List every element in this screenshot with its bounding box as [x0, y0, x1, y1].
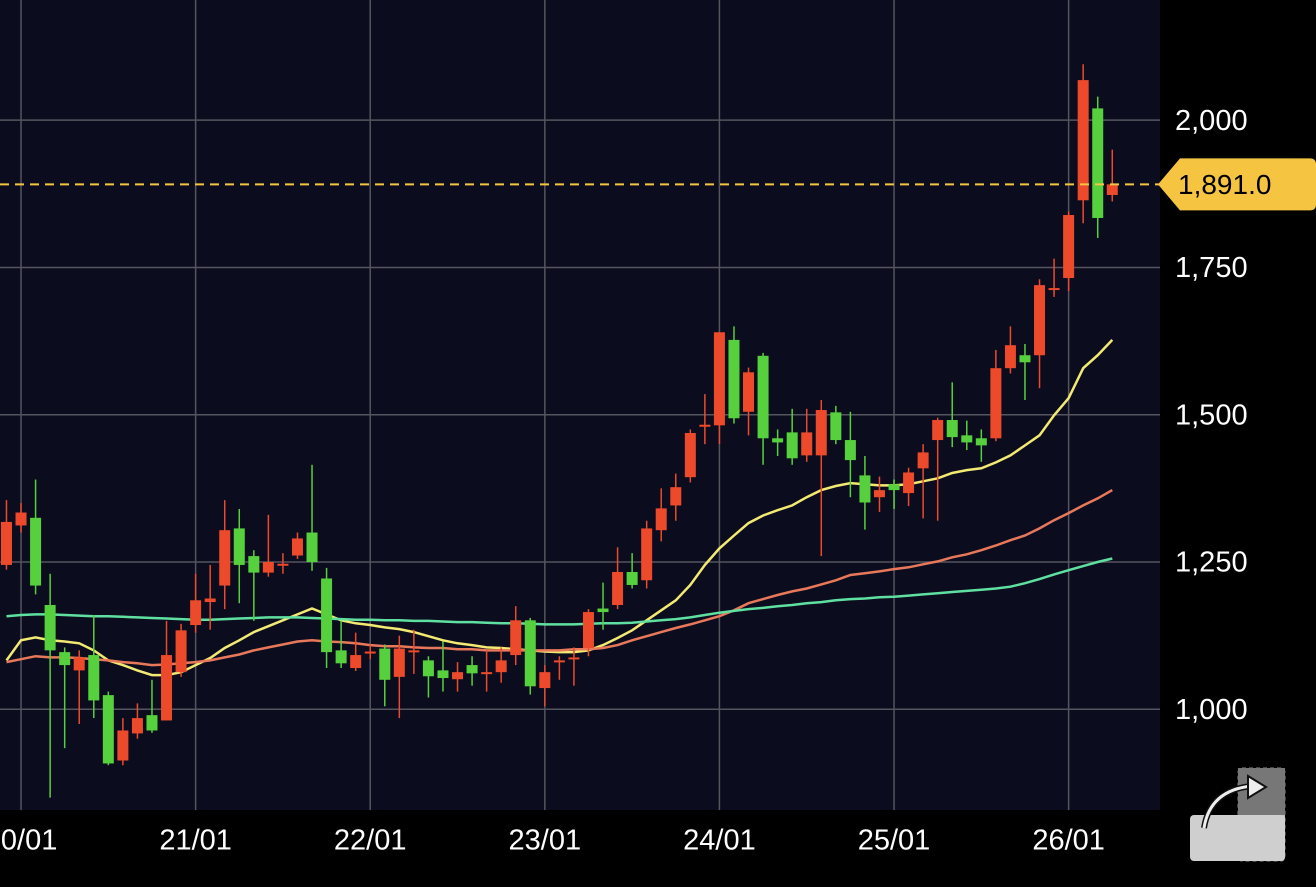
candle-body [990, 368, 1002, 439]
moving-average-line [5, 339, 1114, 677]
candle-body [73, 657, 85, 671]
candle-body [844, 440, 856, 461]
candle-body [1077, 80, 1089, 201]
candle-body [466, 665, 478, 674]
candle-body [102, 695, 114, 764]
candle-body [917, 452, 929, 469]
candle-body [364, 651, 376, 654]
candle-body [408, 650, 420, 653]
current-price-label: 1,891.0 [1178, 169, 1271, 200]
candle-body [568, 657, 580, 660]
candle-body [30, 517, 42, 586]
candle-body [59, 652, 71, 666]
candle-body [670, 487, 682, 506]
chart-layer: 1,000 1,250 1,500 1,750 2,000 20/01 21/01 22/01… [0, 0, 1316, 857]
candle-body [88, 655, 100, 701]
candle-body [262, 561, 274, 573]
candle-body [801, 432, 813, 456]
candle-body [15, 512, 27, 526]
candle-body [524, 620, 536, 687]
candle-body [903, 472, 915, 494]
candle-body [175, 630, 187, 673]
candle-body [422, 660, 434, 677]
y-tick-label: 1,500 [1175, 399, 1248, 431]
candle-body [582, 612, 594, 648]
candle-body [510, 620, 522, 656]
candle-body [1034, 285, 1046, 356]
candle-body [539, 672, 551, 689]
candle-body [1063, 215, 1075, 279]
candle-body [291, 538, 303, 556]
candle-body [713, 332, 725, 426]
candle-body [495, 660, 507, 673]
candle-body [350, 655, 362, 669]
x-tick-label: 21/01 [159, 825, 232, 857]
candle-body [1092, 108, 1104, 218]
candle-body [0, 521, 12, 565]
candle-body [553, 660, 565, 663]
candle-body [306, 532, 318, 562]
candle-body [452, 672, 464, 680]
candle-body [204, 598, 216, 603]
candle-body [728, 339, 740, 419]
moving-average-line [6, 489, 1113, 667]
candle-body [655, 508, 667, 531]
candle-body [44, 604, 56, 651]
x-tick-label: 25/01 [858, 825, 931, 857]
candle-body [321, 578, 333, 653]
candle-body [932, 420, 944, 441]
candle-body [772, 438, 784, 443]
candle-body [597, 608, 609, 613]
x-tick-label: 24/01 [683, 825, 756, 857]
candle-body [233, 528, 245, 565]
candle-body [481, 672, 493, 675]
rotate-button[interactable] [1190, 767, 1286, 862]
candle-body [190, 600, 202, 626]
candle-body [146, 715, 158, 731]
x-tick-label: 26/01 [1032, 825, 1105, 857]
candle-body [248, 556, 260, 573]
candle-body [335, 650, 347, 664]
candle-body [975, 438, 987, 446]
y-tick-label: 1,250 [1175, 547, 1248, 579]
x-tick-label: 20/01 [0, 825, 57, 857]
y-tick-label: 2,000 [1175, 105, 1248, 137]
candle-body [743, 372, 755, 412]
candle-body [946, 420, 958, 438]
candle-body [219, 530, 231, 586]
candle-body [393, 648, 405, 677]
plot-area [0, 0, 1160, 810]
candle-body [161, 655, 173, 721]
candle-body [1106, 184, 1118, 195]
y-tick-label: 1,750 [1175, 252, 1248, 284]
candle-body [277, 563, 289, 566]
candle-body [757, 355, 769, 439]
candle-body [873, 490, 885, 498]
x-tick-label: 22/01 [334, 825, 407, 857]
y-tick-label: 1,000 [1175, 694, 1248, 726]
candle-body [612, 572, 624, 605]
candle-body [815, 410, 827, 456]
candle-body [641, 528, 653, 581]
candle-body [961, 435, 973, 443]
candle-body [626, 572, 638, 585]
candle-body [699, 424, 711, 427]
candle-body [1019, 355, 1031, 363]
candle-body [888, 484, 900, 491]
candle-body [1048, 288, 1060, 291]
candle-body [379, 648, 391, 680]
candle-body [830, 412, 842, 441]
candle-body [786, 432, 798, 459]
current-price-flag [1158, 158, 1316, 211]
candle-body [117, 730, 129, 761]
x-tick-label: 23/01 [509, 825, 582, 857]
candle-body [1004, 345, 1016, 369]
candle-body [684, 432, 696, 478]
candle-body [437, 670, 449, 679]
candle-body [859, 475, 871, 503]
candle-body [131, 718, 143, 734]
